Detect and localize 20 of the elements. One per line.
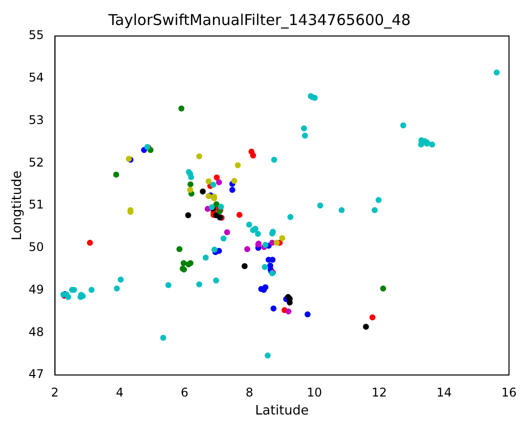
x-tick-label: 2: [51, 385, 59, 400]
y-tick-label: 49: [28, 282, 44, 296]
y-tick-label: 53: [28, 112, 44, 127]
x-tick-label: 12: [372, 385, 387, 400]
y-axis-title: Longtitude: [10, 170, 26, 240]
y-tick-label: 54: [28, 70, 44, 84]
x-tick-label: 16: [501, 385, 517, 400]
y-tick-label: 51: [28, 198, 44, 212]
y-tick-label: 48: [28, 324, 44, 339]
x-tick-label: 8: [246, 385, 254, 400]
x-tick-label: 6: [180, 385, 188, 400]
x-tick-label: 4: [116, 385, 124, 400]
y-tick-label: 47: [28, 367, 44, 382]
chart-title: TaylorSwiftManualFilter_1434765600_48: [107, 10, 411, 29]
x-tick-label: 10: [306, 385, 322, 400]
y-tick-label: 52: [28, 155, 44, 170]
y-tick-label: 50: [28, 240, 44, 254]
x-tick-label: 14: [436, 385, 452, 400]
x-axis-title: Latitude: [255, 404, 309, 419]
y-tick-label: 55: [28, 28, 44, 42]
